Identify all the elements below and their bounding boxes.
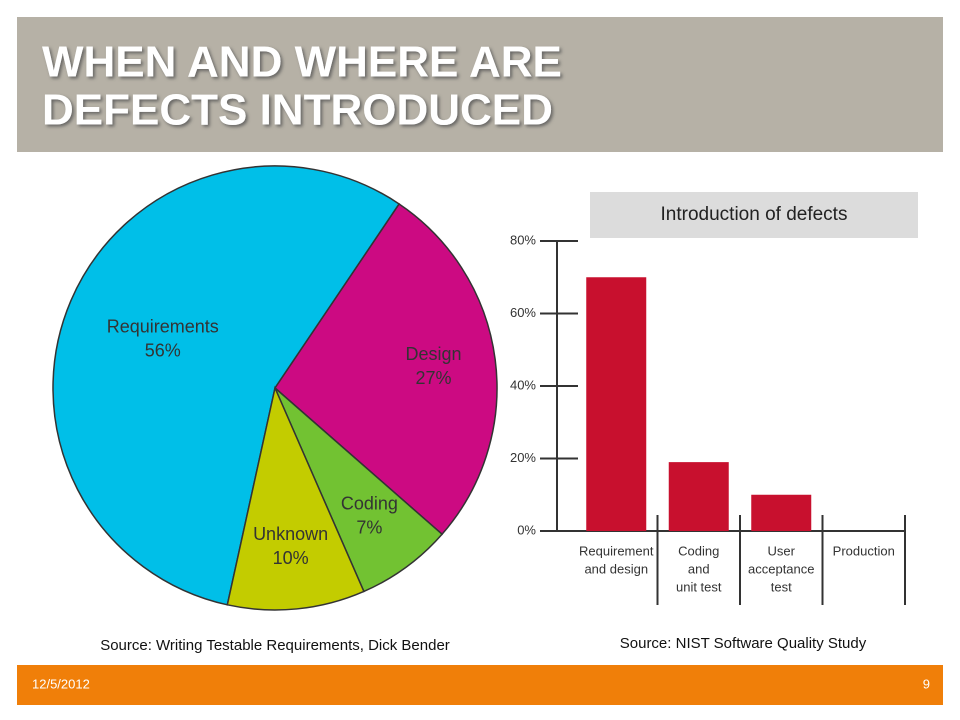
bar: [668, 462, 729, 531]
footer-band: [17, 665, 943, 705]
y-tick-label: 80%: [510, 232, 536, 247]
slide-title: WHEN AND WHERE ARE: [42, 38, 562, 87]
x-tick-label: Production: [833, 543, 895, 558]
x-tick-label: User: [768, 543, 796, 558]
pie-slice: [274, 202, 498, 536]
slice-label: Unknown: [253, 524, 328, 544]
slice-value: 56%: [145, 341, 181, 361]
footer-date: 12/5/2012: [32, 676, 90, 691]
bar-title-box: [590, 192, 918, 238]
bar: [751, 494, 812, 531]
x-tick-label: unit test: [676, 579, 722, 594]
pie-slice: [226, 385, 365, 611]
x-tick-label: Requirement: [579, 543, 654, 558]
slice-label: Design: [405, 344, 461, 364]
pie-chart: Requirements 56% Design 27% Coding 7% Unknown 1…: [52, 165, 498, 611]
bar-chart: 0% 20% 40% 60% 80% Requirement and design Codin…: [510, 232, 906, 605]
y-tick-label: 0%: [517, 522, 536, 537]
x-tick-label: test: [771, 579, 792, 594]
bar: [586, 277, 647, 531]
slice-value: 10%: [273, 548, 309, 568]
slide-title: DEFECTS INTRODUCED: [42, 86, 553, 135]
x-tick-label: acceptance: [748, 561, 815, 576]
slice-value: 27%: [415, 368, 451, 388]
bar-title: Introduction of defects: [661, 204, 848, 225]
y-tick-label: 20%: [510, 450, 536, 465]
x-tick-label: and design: [584, 561, 648, 576]
y-tick-label: 60%: [510, 305, 536, 320]
pie-slice: [52, 165, 401, 606]
slice-value: 7%: [356, 518, 382, 538]
footer-page: 9: [923, 676, 930, 691]
y-tick-label: 40%: [510, 377, 536, 392]
pie-caption: Source: Writing Testable Requirements, D…: [100, 637, 450, 654]
x-tick-label: Coding: [678, 543, 719, 558]
slice-label: Coding: [341, 494, 398, 514]
bar-caption: Source: NIST Software Quality Study: [620, 635, 867, 652]
header-band: [17, 17, 943, 152]
slice-label: Requirements: [107, 317, 219, 337]
x-tick-label: and: [688, 561, 710, 576]
